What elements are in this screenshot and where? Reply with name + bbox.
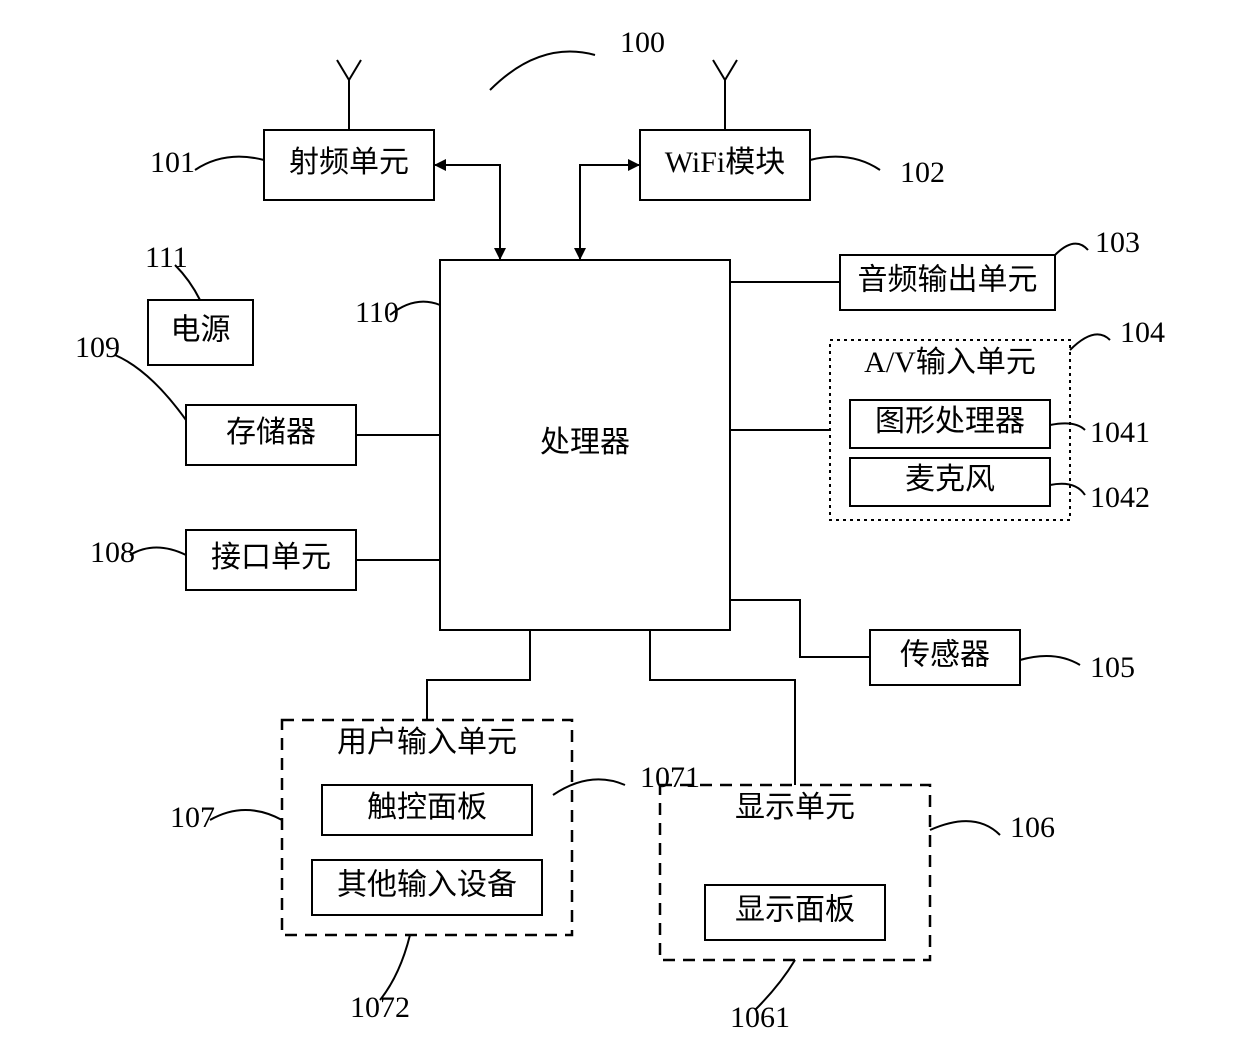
leader-101 (195, 157, 264, 170)
leader-1042 (1050, 484, 1085, 495)
ref-1042: 1042 (1090, 481, 1150, 514)
ref-1041: 1041 (1090, 416, 1150, 449)
wifi_module-label: WiFi模块 (665, 146, 785, 179)
leader-104 (1070, 334, 1110, 350)
sensor-label: 传感器 (900, 638, 990, 671)
ref-109: 109 (75, 331, 120, 364)
display_group-label: 显示单元 (735, 791, 855, 824)
touch_panel-label: 触控面板 (367, 791, 487, 824)
edge-processor-sensor (730, 600, 870, 657)
av_input_group-label: A/V输入单元 (864, 346, 1036, 379)
ref-103: 103 (1095, 226, 1140, 259)
ref-107: 107 (170, 801, 215, 834)
audio_output-label: 音频输出单元 (858, 263, 1038, 296)
rf_unit-label: 射频单元 (289, 146, 409, 179)
graphics_proc-label: 图形处理器 (875, 405, 1025, 438)
leader-108 (130, 548, 186, 556)
leader-105 (1020, 656, 1080, 665)
ref-108: 108 (90, 536, 135, 569)
edge-wifi_module-processor (580, 165, 640, 260)
leader-106 (930, 821, 1000, 835)
ref-100: 100 (620, 26, 665, 59)
memory-label: 存储器 (226, 416, 316, 449)
ref-101: 101 (150, 146, 195, 179)
ref-1061: 1061 (730, 1001, 790, 1034)
processor-label: 处理器 (540, 426, 630, 459)
edge-rf_unit-processor (434, 165, 500, 260)
ref-111: 111 (145, 241, 188, 274)
ref-104: 104 (1120, 316, 1165, 349)
ref-102: 102 (900, 156, 945, 189)
microphone-label: 麦克风 (905, 463, 995, 496)
leader-102 (810, 157, 880, 170)
ref-1071: 1071 (640, 761, 700, 794)
ref-110: 110 (355, 296, 399, 329)
leader-103 (1055, 244, 1088, 255)
display_panel-label: 显示面板 (735, 893, 855, 926)
other_input-label: 其他输入设备 (337, 868, 517, 901)
ref-105: 105 (1090, 651, 1135, 684)
leader-1041 (1050, 423, 1085, 430)
ref-1072: 1072 (350, 991, 410, 1024)
leader-107 (210, 810, 282, 820)
interface_unit-label: 接口单元 (211, 541, 331, 574)
power-label: 电源 (171, 313, 231, 346)
user_input_group-label: 用户输入单元 (337, 726, 517, 759)
edge-processor-user_input_group (427, 630, 530, 720)
ref-106: 106 (1010, 811, 1055, 844)
leader-1071 (553, 779, 625, 795)
leader-100 (490, 52, 595, 90)
